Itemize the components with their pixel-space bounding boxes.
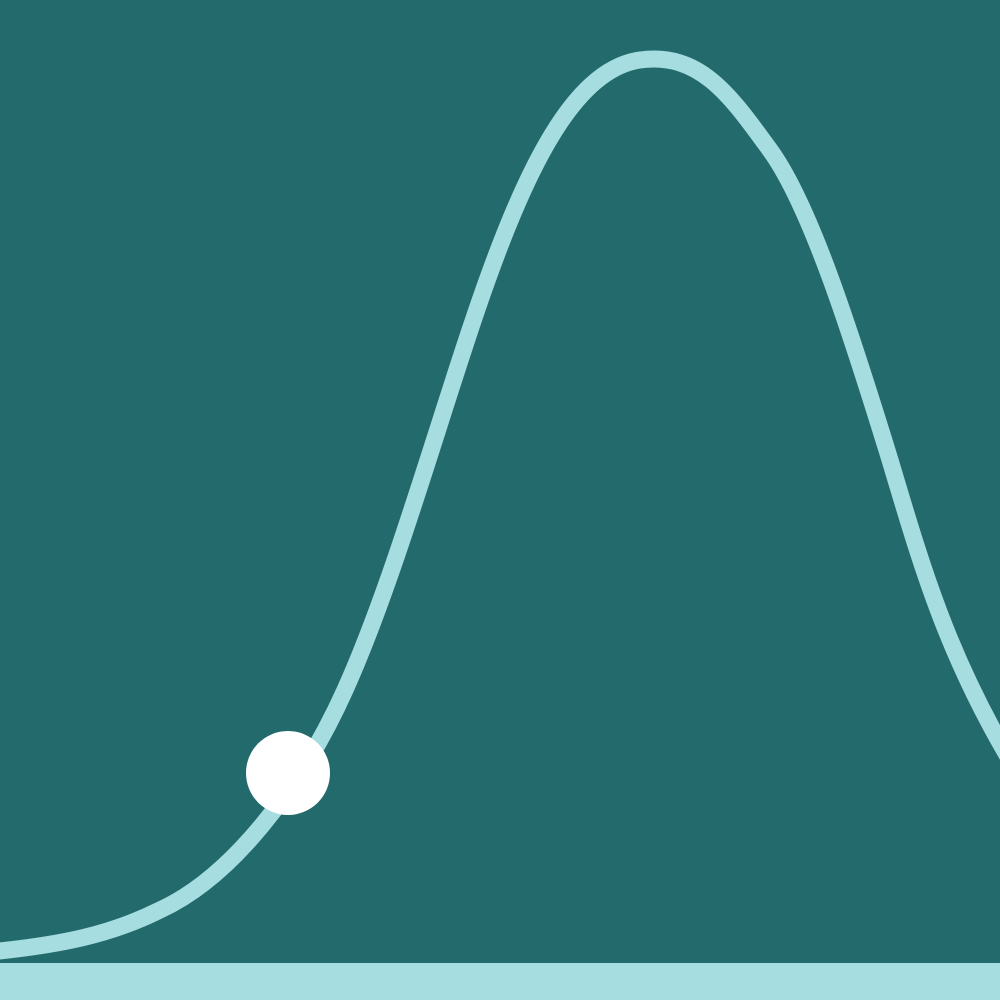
bell-curve-line — [0, 50, 1000, 960]
baseline-axis — [0, 963, 1000, 1000]
marker-dot-icon — [246, 731, 330, 815]
